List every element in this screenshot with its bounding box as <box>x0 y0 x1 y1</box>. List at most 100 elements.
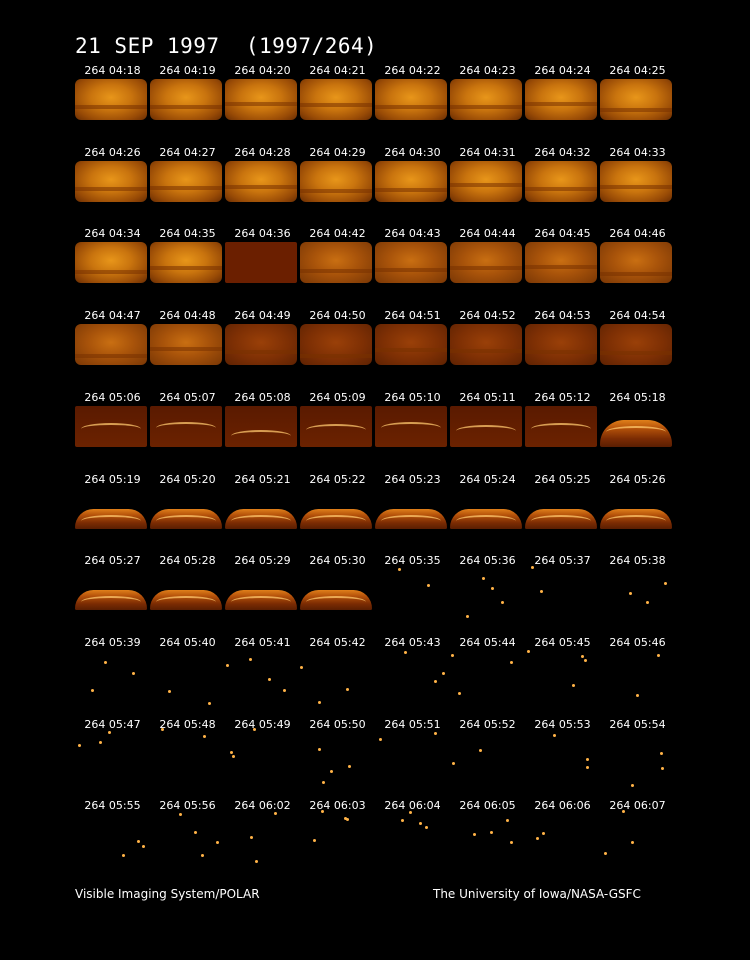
frame-timestamp: 264 05:36 <box>459 554 516 568</box>
auroral-image <box>600 324 672 366</box>
auroral-image <box>375 160 447 202</box>
frame-cell: 264 05:56 <box>150 799 225 881</box>
auroral-image <box>300 242 372 284</box>
auroral-image <box>225 405 297 447</box>
frame-cell: 264 05:25 <box>525 473 600 555</box>
auroral-image <box>300 646 372 711</box>
frame-timestamp: 264 04:31 <box>459 145 516 159</box>
auroral-image <box>225 79 297 120</box>
frame-cell: 264 06:05 <box>450 799 525 881</box>
frame-cell: 264 05:41 <box>225 636 300 718</box>
frame-timestamp: 264 04:47 <box>84 309 141 323</box>
auroral-image <box>450 324 522 366</box>
auroral-image <box>150 488 222 529</box>
frame-timestamp: 264 04:36 <box>234 227 291 241</box>
frame-cell: 264 05:45 <box>525 636 600 718</box>
frame-row: 264 05:47 264 05:48 264 05:49 264 05:50 264 … <box>75 718 675 800</box>
frame-timestamp: 264 04:27 <box>159 145 216 159</box>
frame-timestamp: 264 05:28 <box>159 554 216 568</box>
frame-timestamp: 264 04:46 <box>609 227 666 241</box>
auroral-image <box>375 242 447 284</box>
auroral-image <box>75 728 147 793</box>
frame-timestamp: 264 05:29 <box>234 554 291 568</box>
frame-timestamp: 264 04:45 <box>534 227 591 241</box>
auroral-image <box>150 727 222 793</box>
frame-timestamp: 264 05:38 <box>609 554 666 568</box>
auroral-image <box>150 79 222 120</box>
frame-cell: 264 05:10 <box>375 391 450 473</box>
frame-cell: 264 05:46 <box>600 636 675 718</box>
frame-cell: 264 04:22 <box>375 64 450 146</box>
auroral-image <box>150 324 222 366</box>
frame-cell: 264 05:36 <box>450 554 525 636</box>
auroral-image <box>225 569 297 611</box>
frame-timestamp: 264 04:21 <box>309 64 366 77</box>
frame-timestamp: 264 05:39 <box>84 635 141 649</box>
frame-timestamp: 264 04:20 <box>234 64 291 77</box>
frame-row: 264 05:19 264 05:20 264 05:21 264 05:22 264 … <box>75 473 675 555</box>
frame-cell: 264 06:03 <box>300 799 375 881</box>
auroral-image <box>150 160 222 202</box>
frame-cell: 264 04:26 <box>75 146 150 228</box>
frame-cell: 264 05:08 <box>225 391 300 473</box>
frame-cell: 264 04:30 <box>375 146 450 228</box>
auroral-image <box>75 242 147 284</box>
auroral-image <box>525 324 597 366</box>
frame-row: 264 05:55 264 05:56 264 06:02 264 06:03 264 … <box>75 799 675 881</box>
frame-cell: 264 04:25 <box>600 64 675 146</box>
frame-timestamp: 264 06:03 <box>309 799 366 813</box>
frame-cell: 264 05:27 <box>75 554 150 636</box>
auroral-image <box>600 79 672 120</box>
frame-timestamp: 264 05:45 <box>534 635 591 649</box>
frame-cell: 264 05:39 <box>75 636 150 718</box>
frame-cell: 264 05:18 <box>600 391 675 473</box>
frame-cell: 264 04:32 <box>525 146 600 228</box>
frame-cell: 264 05:48 <box>150 718 225 800</box>
frame-cell: 264 05:53 <box>525 718 600 800</box>
frame-row: 264 04:47 264 04:48 264 04:49 264 04:50 264 … <box>75 309 675 391</box>
frame-cell: 264 04:35 <box>150 227 225 309</box>
auroral-image <box>600 242 672 284</box>
auroral-image <box>450 646 522 711</box>
frame-timestamp: 264 05:44 <box>459 635 516 649</box>
frame-timestamp: 264 05:43 <box>384 635 441 649</box>
frame-timestamp: 264 05:35 <box>384 554 441 568</box>
frame-timestamp: 264 05:46 <box>609 635 666 649</box>
frame-timestamp: 264 05:06 <box>84 390 141 404</box>
frame-timestamp: 264 04:30 <box>384 145 441 159</box>
frame-timestamp: 264 04:26 <box>84 145 141 159</box>
frame-timestamp: 264 05:10 <box>384 390 441 404</box>
auroral-image <box>300 79 372 120</box>
frame-timestamp: 264 04:54 <box>609 309 666 323</box>
frame-timestamp: 264 05:47 <box>84 717 141 731</box>
frame-cell: 264 05:12 <box>525 391 600 473</box>
frame-timestamp: 264 05:49 <box>234 717 291 731</box>
frame-row: 264 04:26 264 04:27 264 04:28 264 04:29 264 … <box>75 146 675 228</box>
auroral-image <box>450 242 522 284</box>
auroral-image <box>375 809 447 874</box>
frame-cell: 264 05:20 <box>150 473 225 555</box>
frame-cell: 264 05:37 <box>525 554 600 636</box>
frame-timestamp: 264 05:23 <box>384 472 441 486</box>
auroral-image <box>600 809 672 874</box>
auroral-image <box>375 646 447 711</box>
frame-timestamp: 264 04:29 <box>309 145 366 159</box>
auroral-image <box>300 569 372 611</box>
frame-timestamp: 264 04:25 <box>609 64 666 77</box>
frame-cell: 264 05:07 <box>150 391 225 473</box>
frame-cell: 264 05:11 <box>450 391 525 473</box>
frame-row: 264 05:06 264 05:07 264 05:08 264 05:09 264 … <box>75 391 675 473</box>
auroral-image <box>450 405 522 447</box>
frame-cell: 264 04:31 <box>450 146 525 228</box>
auroral-image <box>525 564 597 629</box>
auroral-image <box>300 728 372 793</box>
frame-cell: 264 04:42 <box>300 227 375 309</box>
frame-timestamp: 264 04:48 <box>159 309 216 323</box>
frame-cell: 264 04:52 <box>450 309 525 391</box>
frame-timestamp: 264 05:48 <box>159 717 216 731</box>
frame-timestamp: 264 05:53 <box>534 717 591 731</box>
frame-cell: 264 05:28 <box>150 554 225 636</box>
frame-cell: 264 05:40 <box>150 636 225 718</box>
frame-cell: 264 06:04 <box>375 799 450 881</box>
frame-timestamp: 264 04:42 <box>309 227 366 241</box>
